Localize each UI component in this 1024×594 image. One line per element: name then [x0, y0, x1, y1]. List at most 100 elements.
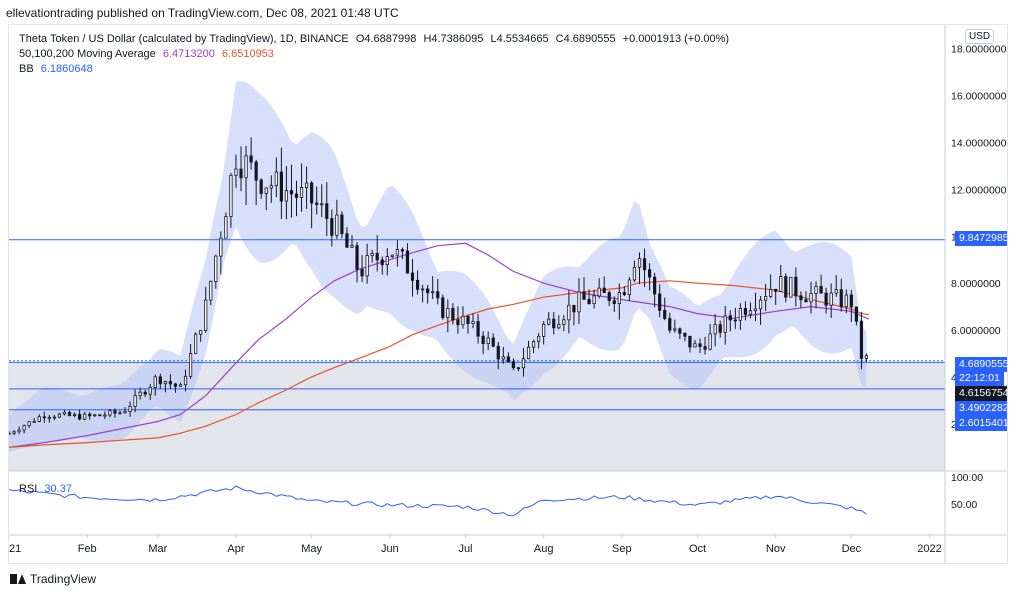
tradingview-logo[interactable]: TradingView — [10, 572, 96, 586]
candle-body — [526, 346, 531, 360]
candle-body — [330, 218, 334, 236]
candle-body — [37, 416, 41, 422]
candle-body — [804, 299, 808, 303]
candle-body — [748, 310, 753, 315]
legend-open: O4.6887998 — [355, 33, 417, 45]
candle-body — [486, 337, 490, 345]
candle-body — [264, 187, 268, 194]
candle-body — [647, 269, 652, 278]
candle-body — [733, 319, 737, 322]
legend-bb-label[interactable]: BB — [19, 63, 34, 75]
rsi-line — [9, 485, 867, 517]
candle-body — [355, 245, 359, 270]
candle-body — [824, 292, 828, 306]
candle-body — [446, 307, 450, 318]
candle-body — [254, 161, 258, 181]
candle-body — [12, 431, 16, 434]
time-tick-label: Feb — [78, 543, 97, 555]
candle-body — [466, 315, 470, 325]
candle-body — [173, 383, 178, 387]
candle-body — [269, 185, 273, 189]
candle-body — [809, 293, 813, 303]
legend-bb-row: BB 6.1860648 — [19, 63, 97, 75]
candle-body — [607, 292, 611, 302]
candle-body — [32, 421, 36, 423]
candle-body — [209, 280, 213, 301]
candle-body — [799, 295, 803, 301]
candle-body — [128, 405, 132, 412]
candle-body — [708, 333, 712, 350]
candle-body — [78, 413, 82, 420]
candle-body — [47, 416, 51, 419]
candle-body — [864, 355, 869, 359]
candle-body — [113, 410, 117, 414]
candle-body — [405, 250, 410, 274]
candle-body — [421, 288, 425, 291]
candle-body — [138, 391, 142, 396]
moving-averages — [9, 242, 870, 448]
candle-body — [481, 335, 485, 345]
candle-body — [531, 341, 536, 348]
candle-body — [683, 332, 687, 337]
candle-body — [426, 288, 430, 294]
candle-body — [17, 429, 21, 433]
time-tick-label: Apr — [227, 543, 244, 555]
candle-body — [839, 289, 843, 308]
time-tick-label: 2022 — [917, 543, 941, 555]
candle-body — [713, 324, 717, 335]
candle-body — [143, 391, 147, 395]
candle-body — [723, 315, 727, 333]
candle-body — [572, 304, 576, 313]
candle-body — [769, 288, 773, 297]
candle-body — [577, 291, 581, 313]
candle-body — [315, 202, 319, 205]
candles — [9, 137, 869, 436]
candle-body — [163, 381, 167, 385]
rsi-tick-label: 50.00 — [951, 499, 977, 511]
candle-body — [431, 291, 435, 294]
candle-body — [854, 306, 858, 322]
legend-low: L4.5534665 — [490, 33, 549, 45]
candle-body — [597, 287, 601, 297]
candle-body — [83, 413, 87, 420]
candle-body — [763, 296, 768, 301]
candle-body — [289, 190, 294, 195]
candle-body — [57, 413, 62, 418]
candle-body — [98, 414, 102, 417]
legend-ma-label[interactable]: 50,100,200 Moving Average — [19, 48, 156, 60]
candle-body — [103, 414, 107, 417]
candle-body — [335, 214, 339, 236]
time-tick-label: Jun — [381, 543, 399, 555]
candle-body — [663, 309, 667, 319]
candle-body — [259, 179, 263, 194]
legend-rsi-row: RSI 30.37 — [19, 483, 76, 495]
candle-body — [743, 308, 748, 315]
candle-body — [204, 299, 208, 331]
candle-body — [325, 203, 329, 219]
candle-body — [284, 190, 289, 202]
legend-rsi-label[interactable]: RSI — [19, 483, 38, 495]
candle-body — [239, 168, 243, 179]
candle-body — [859, 320, 864, 359]
candle-body — [441, 297, 445, 318]
candle-body — [496, 345, 500, 360]
candle-body — [320, 203, 324, 206]
rsi-tick-label: 100.00 — [951, 472, 983, 484]
candle-body — [400, 249, 405, 252]
candle-body — [602, 287, 606, 294]
time-tick-label: Aug — [534, 543, 554, 555]
candle-body — [88, 413, 92, 417]
candle-body — [229, 174, 233, 218]
candle-body — [703, 346, 707, 350]
legend-symbol[interactable]: Theta Token / US Dollar (calculated by T… — [19, 33, 349, 45]
ma-200-line — [9, 280, 870, 448]
candle-body — [279, 171, 283, 202]
candle-body — [476, 321, 480, 337]
price-tick-label: 6.0000000 — [951, 325, 1001, 337]
candle-body — [310, 182, 314, 204]
currency-badge[interactable]: USD — [965, 29, 995, 44]
price-tick-label: 14.0000000 — [951, 138, 1007, 150]
candle-body — [627, 279, 632, 296]
